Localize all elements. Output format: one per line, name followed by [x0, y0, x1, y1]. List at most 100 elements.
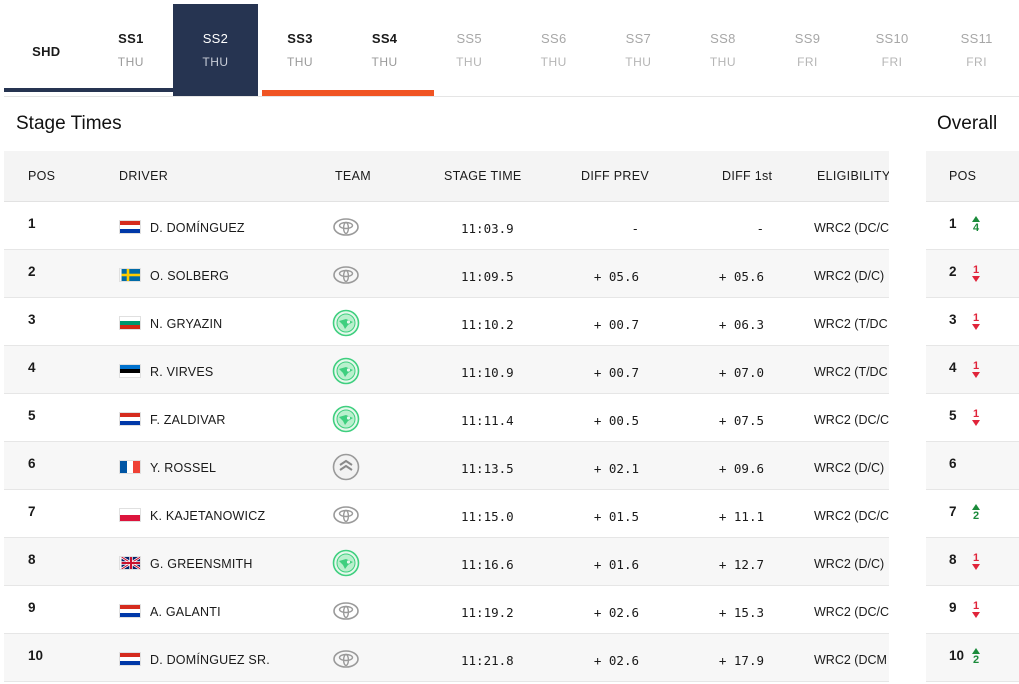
position-down-indicator: 1 — [970, 552, 982, 574]
tab-day: THU — [709, 55, 736, 69]
diff-first: + 07.0 — [718, 365, 764, 380]
driver-name: D. DOMÍNGUEZ — [150, 221, 245, 235]
col-team[interactable]: TEAM — [335, 169, 371, 183]
driver-name: K. KAJETANOWICZ — [150, 509, 266, 523]
driver-name: F. ZALDIVAR — [150, 413, 226, 427]
position: 2 — [28, 264, 36, 279]
tab-day: THU — [371, 55, 398, 69]
arrow-down-icon — [972, 612, 980, 618]
tab-ss3[interactable]: SS3 THU — [258, 4, 343, 96]
tab-ss8[interactable]: SS8 THU — [681, 4, 766, 96]
col-driver[interactable]: DRIVER — [119, 169, 169, 183]
tab-day: THU — [540, 55, 567, 69]
table-row[interactable]: 8 G. GREENSMITH 11:16.6 + 01.6 + 12.7 WRC2 (D… — [4, 538, 889, 586]
table-row[interactable]: 2 O. SOLBERG 11:09.5 + 05.6 + 05.6 WRC2 (D/C) — [4, 250, 889, 298]
col-overall-pos[interactable]: POS — [949, 169, 977, 183]
tab-day: THU — [117, 55, 144, 69]
skoda-logo-icon — [332, 549, 360, 577]
position: 3 — [28, 312, 36, 327]
overall-position: 10 — [949, 648, 965, 663]
position-down-indicator: 1 — [970, 360, 982, 382]
overall-header: POS — [926, 151, 1019, 202]
tab-ss9[interactable]: SS9 FRI — [765, 4, 850, 96]
position-down-indicator: 1 — [970, 264, 982, 286]
overall-table: POS 1 4 2 1 3 1 4 1 5 1 6 7 2 8 1 9 1 10 2 — [926, 151, 1019, 684]
overall-position: 4 — [949, 360, 957, 375]
tab-code: SS8 — [710, 31, 736, 46]
position: 6 — [28, 456, 36, 471]
tab-ss11[interactable]: SS11 FRI — [934, 4, 1019, 96]
table-row[interactable]: 5 F. ZALDIVAR 11:11.4 + 00.5 + 07.5 WRC2 (DC/… — [4, 394, 889, 442]
stage-time: 11:03.9 — [461, 221, 514, 236]
eligibility: WRC2 (D/C) — [814, 269, 885, 283]
tabs-divider — [4, 96, 1019, 97]
diff-prev: + 00.7 — [593, 365, 639, 380]
position-up-indicator: 2 — [970, 648, 982, 670]
skoda-logo-icon — [332, 405, 360, 433]
table-row[interactable]: 1 D. DOMÍNGUEZ 11:03.9 - - WRC2 (DC/C — [4, 202, 889, 250]
tab-ss7[interactable]: SS7 THU — [596, 4, 681, 96]
diff-first: + 12.7 — [718, 557, 764, 572]
overall-position: 3 — [949, 312, 957, 327]
position-down-indicator: 1 — [970, 312, 982, 334]
col-pos[interactable]: POS — [28, 169, 56, 183]
stage-time: 11:11.4 — [461, 413, 514, 428]
eligibility: WRC2 (D/C) — [814, 461, 885, 475]
driver-name: Y. ROSSEL — [150, 461, 217, 475]
table-row[interactable]: 10 D. DOMÍNGUEZ SR. 11:21.8 + 02.6 + 17.9 WRC… — [4, 634, 889, 682]
position: 5 — [28, 408, 36, 423]
overall-row[interactable]: 10 2 — [926, 634, 1019, 682]
tab-ss1[interactable]: SS1 THU — [89, 4, 174, 96]
tab-shd[interactable]: SHD — [4, 4, 89, 96]
stage-times-table: POS DRIVER TEAM STAGE TIME DIFF PREV DIF… — [4, 151, 889, 684]
table-row[interactable]: 3 N. GRYAZIN 11:10.2 + 00.7 + 06.3 WRC2 (T/DC — [4, 298, 889, 346]
table-row[interactable]: 7 K. KAJETANOWICZ 11:15.0 + 01.5 + 11.1 WRC2 … — [4, 490, 889, 538]
tab-ss2[interactable]: SS2 THU — [173, 4, 258, 96]
table-row[interactable]: 9 A. GALANTI 11:19.2 + 02.6 + 15.3 WRC2 (DC/C — [4, 586, 889, 634]
table-row[interactable]: 4 R. VIRVES 11:10.9 + 00.7 + 07.0 WRC2 (T/DC — [4, 346, 889, 394]
table-row[interactable]: 6 Y. ROSSEL 11:13.5 + 02.1 + 09.6 WRC2 (D/C) — [4, 442, 889, 490]
paraguay-flag-icon — [119, 604, 141, 618]
tab-code: SS11 — [960, 31, 993, 46]
position: 8 — [28, 552, 36, 567]
col-eligibility[interactable]: ELIGIBILITY — [817, 169, 889, 183]
overall-position: 9 — [949, 600, 957, 615]
arrow-down-icon — [972, 276, 980, 282]
paraguay-flag-icon — [119, 220, 141, 234]
position: 9 — [28, 600, 36, 615]
position-change: 1 — [972, 552, 980, 564]
tab-ss5[interactable]: SS5 THU — [427, 4, 512, 96]
diff-first: + 06.3 — [718, 317, 764, 332]
diff-prev: + 01.5 — [593, 509, 639, 524]
overall-row[interactable]: 6 — [926, 442, 1019, 490]
estonia-flag-icon — [119, 364, 141, 378]
tab-code: SS4 — [371, 31, 398, 46]
tab-ss6[interactable]: SS6 THU — [511, 4, 596, 96]
arrow-down-icon — [972, 372, 980, 378]
eligibility: WRC2 (T/DC — [814, 365, 888, 379]
tab-code: SS5 — [456, 31, 482, 46]
tab-code: SS2 — [202, 31, 229, 46]
toyota-logo-icon — [332, 261, 360, 289]
position-change: 1 — [972, 264, 980, 276]
driver-name: A. GALANTI — [150, 605, 221, 619]
tab-day: FRI — [797, 55, 818, 69]
stage-time: 11:10.2 — [461, 317, 514, 332]
col-diff-prev[interactable]: DIFF PREV — [581, 169, 649, 183]
diff-prev: + 02.6 — [593, 605, 639, 620]
tab-ss4[interactable]: SS4 THU — [342, 4, 427, 96]
overall-position: 5 — [949, 408, 957, 423]
col-stage-time[interactable]: STAGE TIME — [444, 169, 522, 183]
tab-ss10[interactable]: SS10 FRI — [850, 4, 935, 96]
position-change: 1 — [972, 408, 980, 420]
col-diff-1st[interactable]: DIFF 1st — [722, 169, 773, 183]
position-change: 4 — [972, 222, 980, 234]
